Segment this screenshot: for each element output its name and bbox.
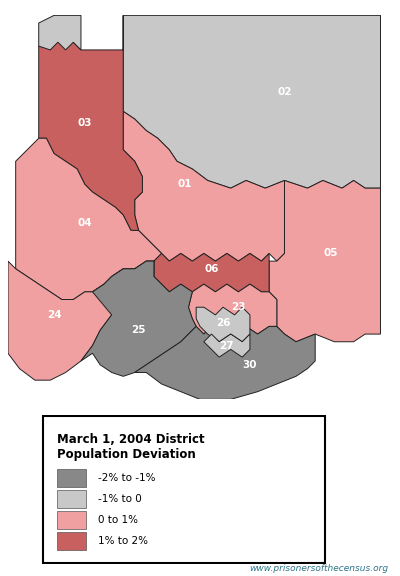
Text: March 1, 2004 District
Population Deviation: March 1, 2004 District Population Deviat…: [57, 433, 205, 461]
Polygon shape: [123, 16, 380, 188]
Text: 1% to 2%: 1% to 2%: [98, 536, 148, 545]
Bar: [57, 510, 86, 529]
Bar: [57, 532, 86, 550]
Polygon shape: [154, 253, 269, 292]
Text: 02: 02: [277, 87, 292, 97]
Text: 24: 24: [47, 310, 61, 320]
Text: -1% to 0: -1% to 0: [98, 494, 141, 503]
Polygon shape: [123, 111, 284, 261]
Polygon shape: [204, 334, 250, 357]
Text: 30: 30: [243, 360, 257, 370]
Text: -2% to -1%: -2% to -1%: [98, 473, 155, 483]
Text: 26: 26: [216, 317, 230, 328]
Polygon shape: [39, 16, 142, 230]
Polygon shape: [269, 180, 380, 342]
Polygon shape: [188, 284, 277, 334]
Text: 01: 01: [177, 179, 192, 190]
Text: 27: 27: [220, 340, 234, 351]
Text: 05: 05: [323, 248, 338, 259]
Polygon shape: [196, 307, 250, 342]
Text: 25: 25: [131, 325, 146, 335]
Bar: [57, 490, 86, 507]
Bar: [57, 469, 86, 487]
Text: www.prisonersofthecensus.org: www.prisonersofthecensus.org: [249, 564, 388, 573]
Text: 0 to 1%: 0 to 1%: [98, 514, 138, 525]
Polygon shape: [16, 138, 162, 300]
Polygon shape: [81, 261, 196, 376]
Polygon shape: [135, 327, 315, 399]
Text: 03: 03: [78, 118, 92, 128]
Polygon shape: [39, 16, 81, 50]
Text: 04: 04: [78, 218, 92, 228]
Polygon shape: [8, 261, 154, 380]
Text: 06: 06: [204, 264, 219, 274]
Text: 23: 23: [231, 302, 246, 312]
